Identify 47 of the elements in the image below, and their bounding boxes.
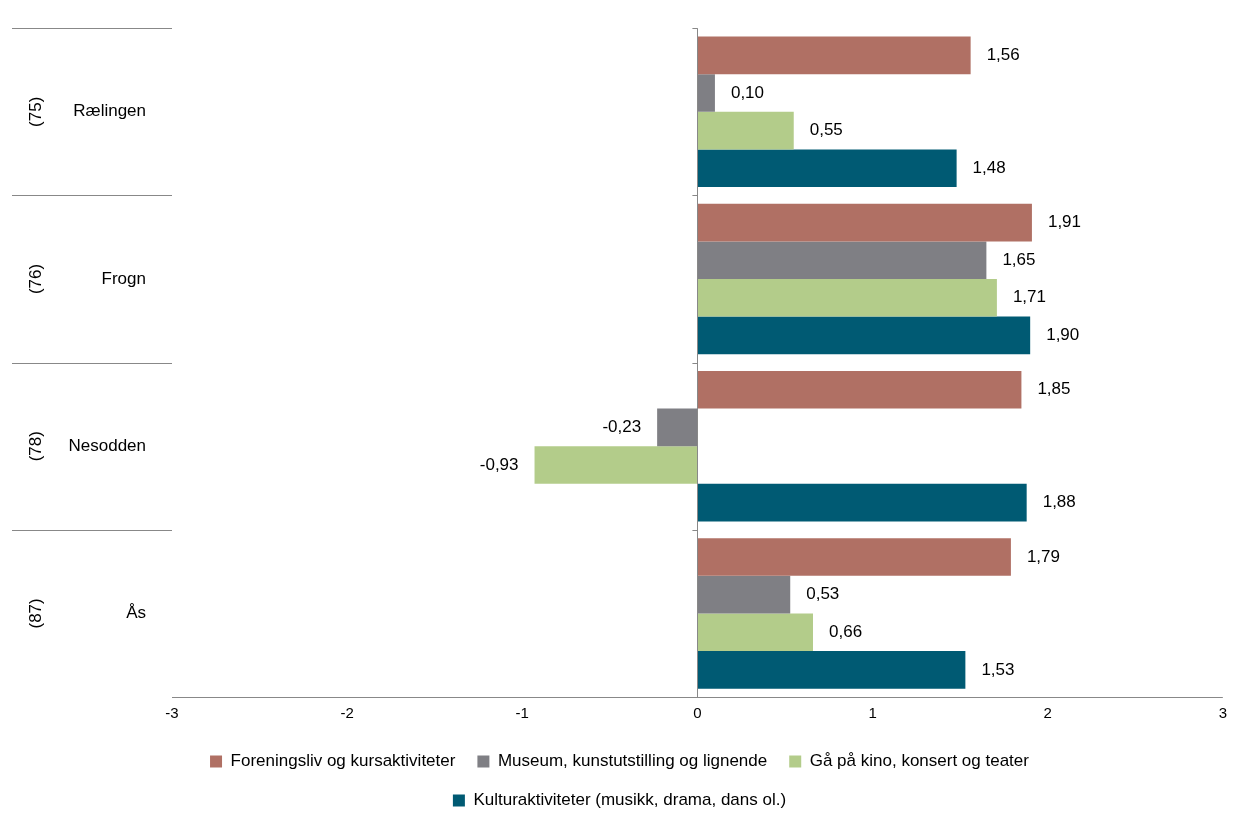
text: (78) — [25, 431, 45, 462]
bar — [697, 36, 971, 75]
bar — [697, 370, 1022, 409]
y-tick-label: Nesodden — [68, 435, 146, 455]
bar — [697, 538, 1011, 576]
x-tick-label: 3 — [1218, 704, 1227, 722]
legend-label: Museum, kunstutstilling og lignende — [497, 751, 768, 771]
legend-label: Foreningsliv og kursaktiviteter — [230, 751, 456, 771]
text: (87) — [25, 598, 45, 629]
bar — [697, 111, 794, 150]
data-label: 0,10 — [730, 82, 765, 102]
data-label: 1,53 — [981, 659, 1015, 679]
bar — [534, 446, 698, 484]
x-tick-label: -2 — [340, 704, 354, 722]
data-label: 1,48 — [972, 157, 1006, 177]
bar — [697, 651, 966, 689]
data-label: 1,65 — [1002, 249, 1036, 269]
data-label: -0,93 — [479, 454, 519, 474]
data-label: 1,71 — [1012, 287, 1046, 307]
y-tick-label: Ås — [126, 603, 146, 623]
legend-label: Kulturaktiviteter (musikk, drama, dans ol.) — [473, 790, 787, 810]
data-label: 0,53 — [806, 584, 840, 604]
bar — [697, 613, 814, 652]
text: (75) — [25, 96, 45, 127]
text: (76) — [25, 263, 45, 295]
data-label: 1,56 — [986, 45, 1020, 65]
x-tick-label: -3 — [165, 704, 179, 722]
x-tick-label: 2 — [1043, 704, 1052, 722]
data-label: 0,66 — [829, 621, 863, 641]
data-label: 0,55 — [809, 120, 843, 140]
data-label: -0,23 — [602, 417, 642, 437]
bar — [697, 149, 957, 188]
bar — [697, 316, 1031, 355]
bar — [697, 483, 1027, 522]
x-tick-label: 1 — [868, 704, 877, 722]
bar — [697, 279, 997, 317]
data-label: 1,88 — [1042, 492, 1076, 512]
bar — [697, 203, 1032, 242]
y-tick-label: Frogn — [101, 268, 146, 288]
y-tick-label: Rælingen — [73, 101, 146, 121]
data-label: 1,79 — [1026, 546, 1061, 566]
data-label: 1,85 — [1037, 379, 1071, 399]
x-tick-label: 0 — [693, 704, 702, 722]
data-label: 1,90 — [1046, 325, 1080, 345]
data-label: 1,91 — [1047, 212, 1082, 232]
legend-label: Gå på kino, konsert og teater — [809, 751, 1030, 771]
x-tick-label: -1 — [515, 704, 529, 722]
